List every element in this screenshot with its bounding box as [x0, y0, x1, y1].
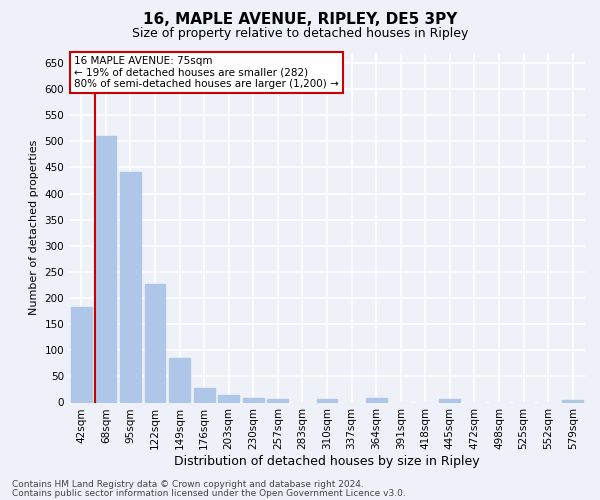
Y-axis label: Number of detached properties: Number of detached properties — [29, 140, 39, 315]
Text: Contains public sector information licensed under the Open Government Licence v3: Contains public sector information licen… — [12, 489, 406, 498]
Bar — [194, 388, 215, 402]
Bar — [95, 136, 116, 402]
Text: Size of property relative to detached houses in Ripley: Size of property relative to detached ho… — [132, 28, 468, 40]
Bar — [365, 398, 386, 402]
Bar — [218, 394, 239, 402]
Bar — [243, 398, 264, 402]
Text: 16, MAPLE AVENUE, RIPLEY, DE5 3PY: 16, MAPLE AVENUE, RIPLEY, DE5 3PY — [143, 12, 457, 28]
Bar — [145, 284, 166, 403]
Bar — [268, 400, 289, 402]
X-axis label: Distribution of detached houses by size in Ripley: Distribution of detached houses by size … — [174, 455, 480, 468]
Bar — [120, 172, 141, 402]
Bar — [562, 400, 583, 402]
Text: Contains HM Land Registry data © Crown copyright and database right 2024.: Contains HM Land Registry data © Crown c… — [12, 480, 364, 489]
Text: 16 MAPLE AVENUE: 75sqm
← 19% of detached houses are smaller (282)
80% of semi-de: 16 MAPLE AVENUE: 75sqm ← 19% of detached… — [74, 56, 339, 89]
Bar — [317, 400, 337, 402]
Bar — [169, 358, 190, 403]
Bar — [439, 400, 460, 402]
Bar — [71, 308, 92, 402]
